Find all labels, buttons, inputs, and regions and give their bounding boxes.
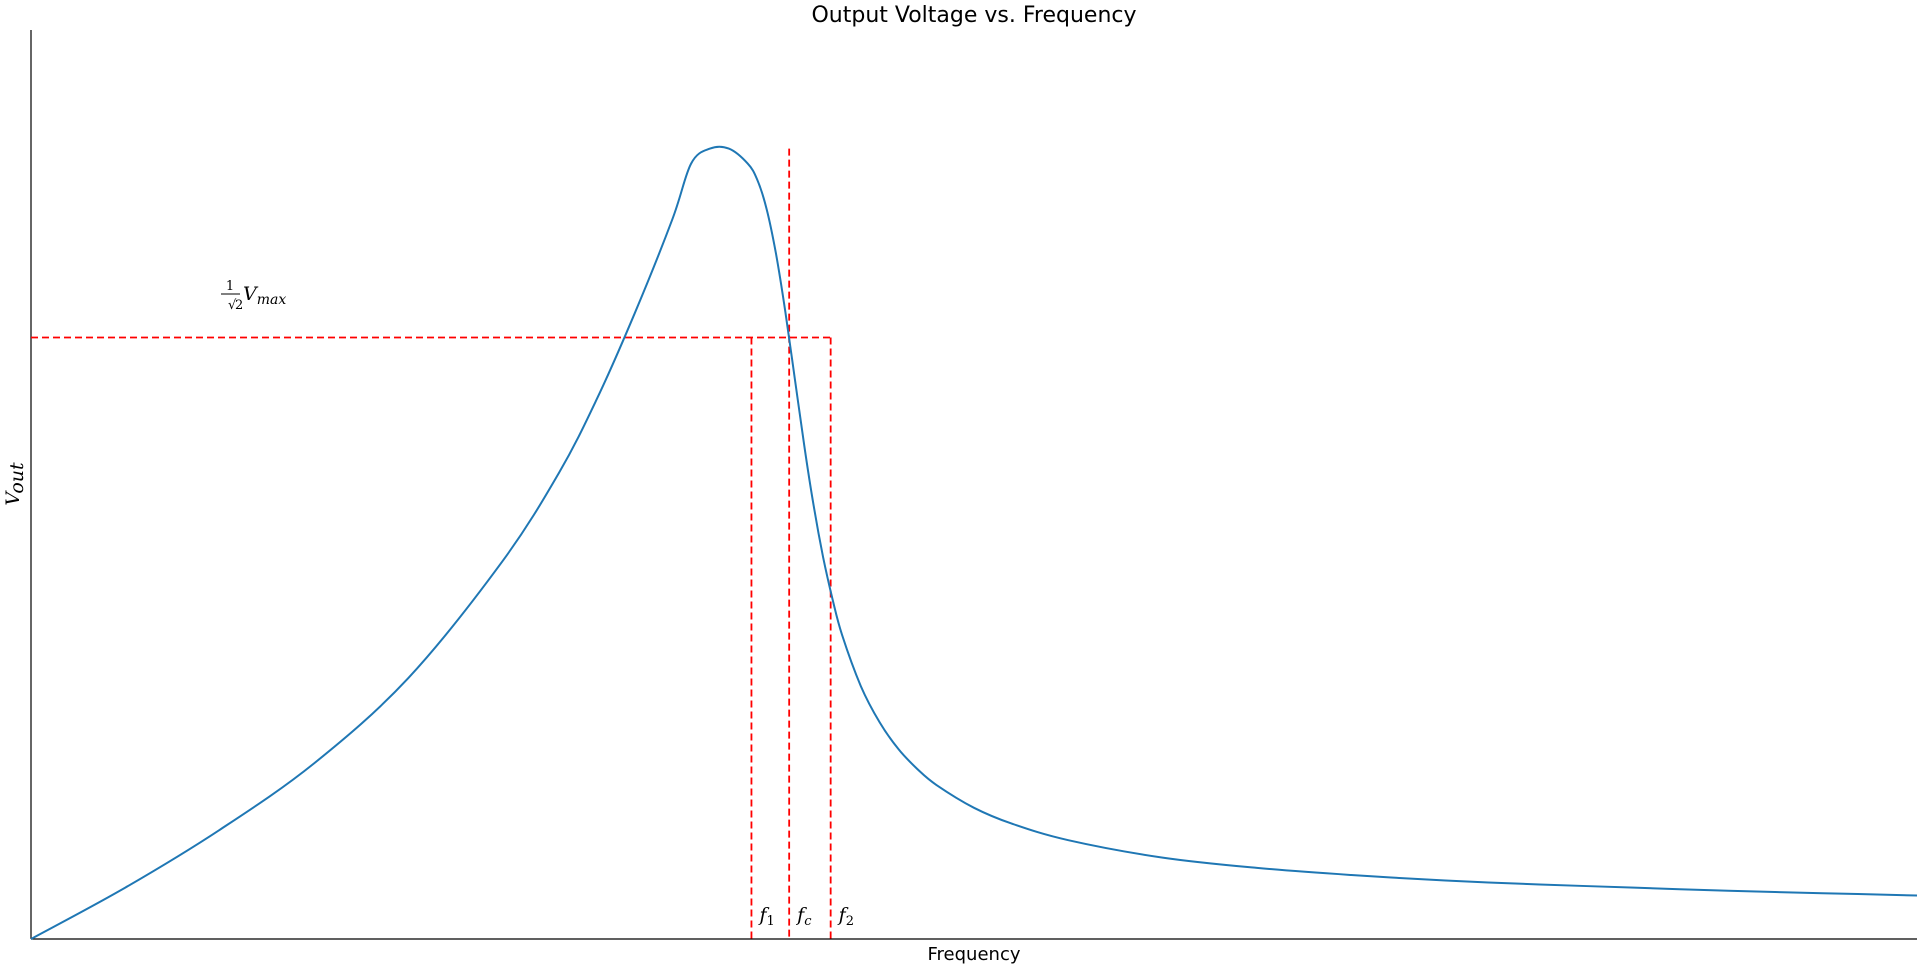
series-line-0: [30, 145, 1918, 940]
reference-lines: [31, 148, 832, 939]
fc-label: fc: [795, 904, 812, 929]
f2-label-symbol: f: [837, 904, 849, 926]
vmax-fraction-numerator: 1: [226, 279, 234, 294]
vmax-label: Vmax: [243, 283, 286, 308]
fc-label-subscript: c: [804, 914, 812, 929]
vmax-fraction-denominator: 2: [235, 298, 243, 313]
vmax-fraction-radical-icon: √: [228, 298, 237, 313]
vmax-label-subscript: max: [257, 292, 287, 308]
vmax-annotation: 1 √ 2 Vmax: [221, 279, 286, 313]
vmax-label-symbol: V: [243, 283, 259, 305]
x-axis-label: Frequency: [928, 944, 1021, 965]
chart-title: Output Voltage vs. Frequency: [811, 3, 1136, 28]
f1-label-subscript: 1: [766, 914, 774, 929]
y-axis-label: Vout: [2, 462, 28, 506]
series-layer: [30, 145, 1918, 940]
f2-label-subscript: 2: [846, 914, 854, 929]
f1-label: f1: [757, 904, 774, 929]
fc-label-symbol: f: [795, 904, 807, 926]
f2-label: f2: [837, 904, 854, 929]
y-axis-label-subscript: out: [6, 462, 28, 494]
f1-label-symbol: f: [757, 904, 769, 926]
